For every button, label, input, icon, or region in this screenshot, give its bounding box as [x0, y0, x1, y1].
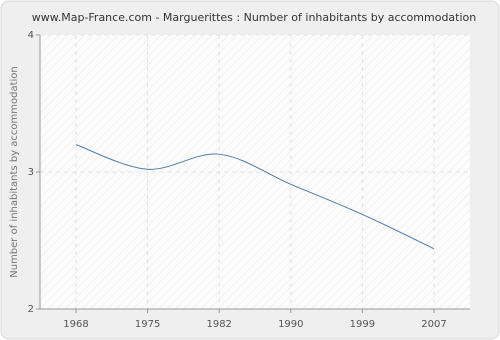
line [75, 144, 435, 250]
y-tick-label: 4 [28, 30, 34, 41]
x-tick-label: 1975 [135, 319, 160, 330]
chart-title: www.Map-France.com - Marguerittes : Numb… [32, 11, 477, 24]
plot-area [40, 35, 470, 309]
y-tick-label: 3 [28, 167, 34, 178]
x-tick-label: 1990 [278, 319, 303, 330]
x-tick-label: 2007 [421, 319, 446, 330]
x-tick-label: 1982 [206, 319, 231, 330]
x-tick-label: 1999 [350, 319, 375, 330]
x-tick-label: 1968 [63, 319, 88, 330]
y-axis-label: Number of inhabitants by accommodation [9, 66, 20, 278]
y-tick-label: 2 [28, 304, 34, 315]
